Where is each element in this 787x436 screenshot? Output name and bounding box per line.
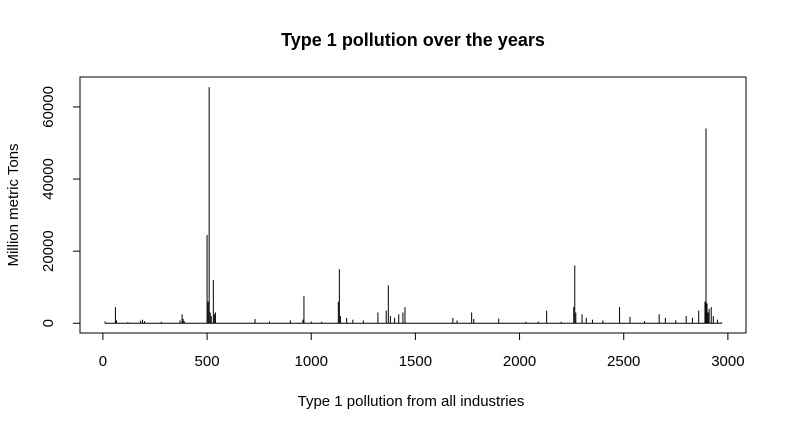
- y-tick-label: 0: [40, 319, 57, 327]
- y-axis-label: Million metric Tons: [5, 143, 22, 266]
- y-tick-label: 40000: [40, 158, 57, 200]
- y-tick-label: 60000: [40, 86, 57, 128]
- x-axis-label: Type 1 pollution from all industries: [298, 393, 525, 410]
- chart-title: Type 1 pollution over the years: [281, 30, 545, 50]
- x-tick-label: 1000: [295, 353, 328, 370]
- x-tick-label: 3000: [711, 353, 744, 370]
- x-tick-label: 2500: [607, 353, 640, 370]
- x-tick-label: 500: [195, 353, 220, 370]
- x-tick-label: 0: [99, 353, 107, 370]
- x-tick-label: 2000: [503, 353, 536, 370]
- x-tick-label: 1500: [399, 353, 432, 370]
- y-tick-label: 20000: [40, 230, 57, 272]
